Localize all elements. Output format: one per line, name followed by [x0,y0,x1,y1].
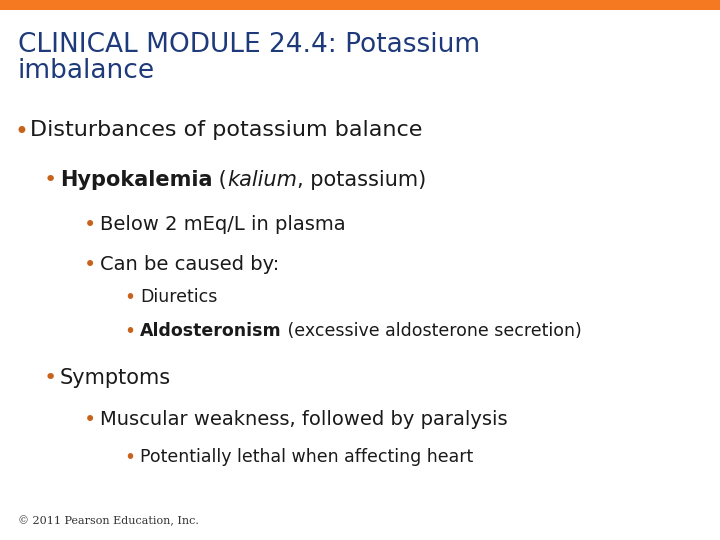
Text: •: • [124,448,135,467]
Text: © 2011 Pearson Education, Inc.: © 2011 Pearson Education, Inc. [18,516,199,526]
Text: Aldosteronism: Aldosteronism [140,322,282,340]
Text: Hypokalemia: Hypokalemia [60,170,212,190]
Text: , potassium): , potassium) [297,170,426,190]
Text: Disturbances of potassium balance: Disturbances of potassium balance [30,120,423,140]
Text: •: • [84,410,96,430]
Text: Diuretics: Diuretics [140,288,217,306]
Text: (excessive aldosterone secretion): (excessive aldosterone secretion) [282,322,581,340]
Text: Potentially lethal when affecting heart: Potentially lethal when affecting heart [140,448,473,466]
Text: •: • [124,288,135,307]
Text: kalium: kalium [228,170,297,190]
Text: (: ( [212,170,228,190]
Text: Symptoms: Symptoms [60,368,171,388]
Text: •: • [44,170,58,190]
Text: •: • [124,322,135,341]
Text: Muscular weakness, followed by paralysis: Muscular weakness, followed by paralysis [100,410,508,429]
Text: CLINICAL MODULE 24.4: Potassium: CLINICAL MODULE 24.4: Potassium [18,32,480,58]
Text: •: • [14,120,28,144]
Text: •: • [84,255,96,275]
Text: imbalance: imbalance [18,58,155,84]
Text: •: • [44,368,58,388]
Text: Can be caused by:: Can be caused by: [100,255,279,274]
Text: •: • [84,215,96,235]
Bar [0,0,720,10]
Text: Below 2 mEq/L in plasma: Below 2 mEq/L in plasma [100,215,346,234]
